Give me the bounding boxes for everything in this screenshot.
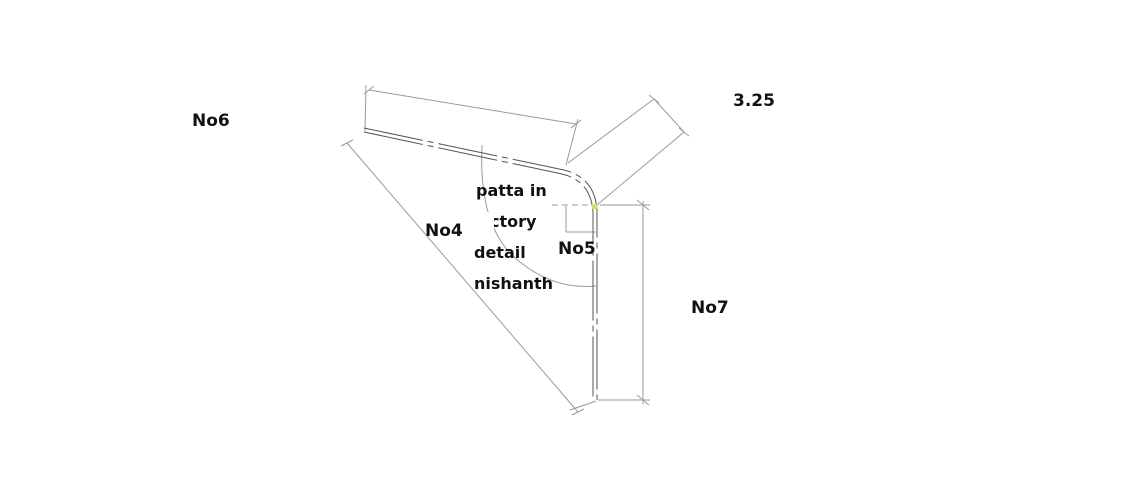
profile-line-outer: [363, 127, 598, 400]
dim-tick: [678, 127, 690, 137]
dim-ext-no4-bottom: [569, 400, 597, 411]
note-line-4: nishanth: [474, 274, 554, 293]
dim-tick: [363, 85, 375, 95]
dim-line-325: [567, 98, 655, 164]
dim-line-top: [368, 89, 577, 125]
label-no7: No7: [691, 298, 729, 318]
angle-arc: [481, 144, 597, 287]
label-dimension-3-25: 3.25: [733, 91, 775, 111]
highlight-marker: [592, 204, 597, 209]
label-no4: No4: [425, 221, 463, 241]
note-line-3: detail: [474, 243, 526, 262]
dim-ext-top-right: [565, 118, 579, 166]
note-line-2: ctory: [490, 212, 537, 231]
dim-line-325-c: [596, 131, 685, 206]
dim-line-325-b: [653, 98, 685, 133]
dim-tick: [648, 94, 660, 104]
profile-line-inner: [363, 131, 594, 400]
dim-tick: [570, 119, 582, 129]
label-no6: No6: [192, 111, 230, 131]
label-no5: No5: [558, 239, 596, 259]
dim-line-no4: [346, 142, 579, 413]
dim-tick: [636, 199, 650, 211]
dim-tick: [571, 408, 585, 416]
note-line-1: patta in: [476, 181, 547, 200]
dim-tick: [636, 394, 650, 406]
note-mask: [482, 212, 494, 234]
dim-tick: [340, 139, 354, 147]
